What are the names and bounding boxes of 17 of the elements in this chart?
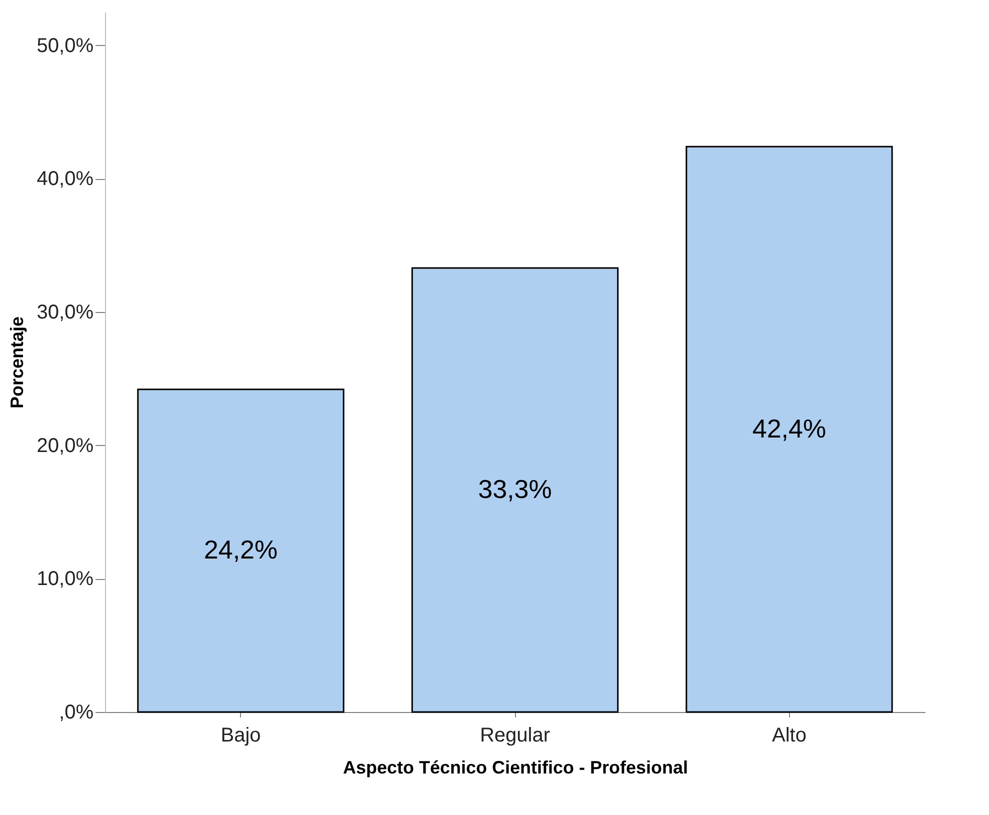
bar <box>686 146 893 713</box>
y-tick-label: 10,0% <box>36 568 94 590</box>
data-label: 42,4% <box>752 413 826 444</box>
data-label: 33,3% <box>478 474 552 504</box>
bar <box>411 267 619 713</box>
y-tick-label: 50,0% <box>36 34 94 57</box>
y-tick-label: 30,0% <box>36 302 94 324</box>
data-label: 24,2% <box>204 534 278 565</box>
y-tick-label: 20,0% <box>36 434 94 457</box>
y-tick-label: 40,0% <box>36 168 94 190</box>
x-tick-label: Bajo <box>220 724 261 746</box>
x-axis-title: Aspecto Técnico Cientifico - Profesional <box>342 758 688 778</box>
y-tick-label: ,0% <box>59 702 94 724</box>
bar <box>137 388 344 713</box>
y-axis-title: Porcentaje <box>6 316 27 409</box>
x-tick-label: Alto <box>772 724 806 746</box>
x-tick-label: Regular <box>480 724 550 746</box>
